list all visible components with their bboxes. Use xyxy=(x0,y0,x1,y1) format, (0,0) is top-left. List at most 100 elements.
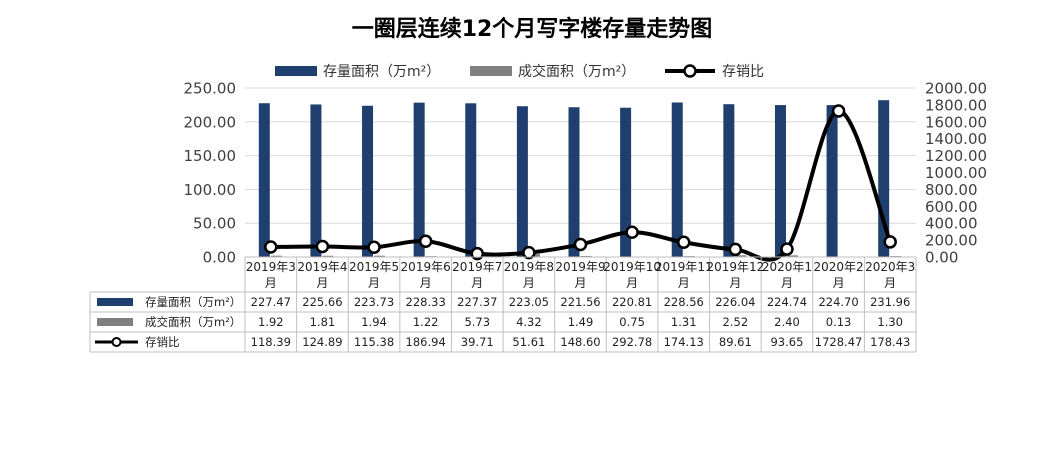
y-left-tick-label: 250.00 xyxy=(184,80,237,98)
table-cell: 1.49 xyxy=(568,315,594,329)
row-key-swatch xyxy=(97,298,133,306)
row-label: 存量面积（万m²） xyxy=(145,295,241,309)
category-label-9: 2019年11 月 xyxy=(655,260,713,290)
y-right-tick-label: 600.00 xyxy=(925,198,978,216)
table-cell: 292.78 xyxy=(612,335,652,349)
row-key-marker xyxy=(111,337,122,347)
y-left-tick-label: 50.00 xyxy=(193,215,236,233)
legend-swatch xyxy=(470,66,512,76)
y-right-tick-label: 2000.00 xyxy=(925,80,987,98)
y-left-tick-label: 200.00 xyxy=(184,113,237,131)
table-cell: 1.31 xyxy=(671,315,697,329)
table-cell: 223.05 xyxy=(509,295,549,309)
ratio-point-5 xyxy=(470,246,485,261)
category-label-12: 2020年2 月 xyxy=(813,260,863,290)
category-label-2: 2019年4 月 xyxy=(297,260,347,290)
table-cell: 224.74 xyxy=(767,295,807,309)
row-label: 成交面积（万m²） xyxy=(145,315,241,329)
category-label-11: 2020年1 月 xyxy=(762,260,812,290)
table-cell: 1.92 xyxy=(258,315,284,329)
table-cell: 0.75 xyxy=(619,315,645,329)
legend-label: 存销比 xyxy=(722,64,764,80)
ratio-point-4 xyxy=(418,234,433,248)
table-cell: 5.73 xyxy=(464,315,490,329)
category-label-3: 2019年5 月 xyxy=(349,260,399,290)
bars xyxy=(258,100,902,258)
bar-stock-3 xyxy=(362,105,374,258)
bar-stock-6 xyxy=(516,106,528,257)
category-label-5: 2019年7 月 xyxy=(452,260,502,290)
category-label-10: 2019年12 月 xyxy=(706,260,764,290)
table-cell: 221.56 xyxy=(560,295,600,309)
table-cell: 228.56 xyxy=(664,295,704,309)
y-left-tick-label: 100.00 xyxy=(184,181,237,199)
legend-marker xyxy=(683,64,697,78)
ratio-line xyxy=(264,104,897,262)
legend-label: 存量面积（万m²） xyxy=(323,64,440,80)
y-right-tick-label: 1400.00 xyxy=(925,130,987,148)
y-axis-right: 2000.001800.001600.001400.001200.001000.… xyxy=(925,80,987,267)
ratio-point-3 xyxy=(367,240,381,255)
chart-title: 一圈层连续12个月写字楼存量走势图 xyxy=(352,16,713,42)
table-cell: 1.30 xyxy=(877,315,903,329)
table-cell: 1728.47 xyxy=(815,335,863,349)
table-cell: 39.71 xyxy=(461,335,494,349)
table-cell: 1.81 xyxy=(310,315,336,329)
table-cell: 148.60 xyxy=(560,335,600,349)
row-label: 存销比 xyxy=(145,335,180,349)
ratio-point-11 xyxy=(780,242,794,256)
y-right-tick-label: 1200.00 xyxy=(925,147,987,165)
bar-stock-4 xyxy=(413,102,425,257)
table-cell: 227.37 xyxy=(457,295,497,309)
table-cell: 124.89 xyxy=(302,335,342,349)
table-row-1: 存量面积（万m²） 227.47 225.66 223.73 228.33 227.37 2… xyxy=(97,295,910,309)
table-cell: 228.33 xyxy=(406,295,446,309)
table-cell: 223.73 xyxy=(354,295,394,309)
table-cell: 226.04 xyxy=(715,295,755,309)
table-cell: 224.70 xyxy=(818,295,858,309)
table-cell: 0.13 xyxy=(826,315,852,329)
category-label-13: 2020年3 月 xyxy=(865,260,915,290)
y-axis-left: 250.00 200.00 150.00 100.00 50.00 0.00 xyxy=(184,80,237,267)
table-cell: 186.94 xyxy=(406,335,446,349)
table-cell: 93.65 xyxy=(770,335,803,349)
table-cell: 174.13 xyxy=(664,335,704,349)
category-label-7: 2019年9 月 xyxy=(555,260,605,290)
y-right-tick-label: 1600.00 xyxy=(925,113,987,131)
ratio-point-2 xyxy=(315,239,330,254)
table-cell: 4.32 xyxy=(516,315,542,329)
table-cell: 1.94 xyxy=(361,315,387,329)
bar-stock-8 xyxy=(620,107,632,257)
bar-sold-1 xyxy=(270,255,282,257)
bar-stock-5 xyxy=(465,103,477,257)
ratio-point-9 xyxy=(676,235,691,250)
legend: 存量面积（万m²） 成交面积（万m²） 存销比 xyxy=(275,63,764,80)
row-key-swatch xyxy=(97,318,133,326)
category-label-1: 2019年3 月 xyxy=(246,260,296,290)
category-label-4: 2019年6 月 xyxy=(401,260,451,290)
bar-stock-10 xyxy=(723,104,735,257)
y-right-tick-label: 0.00 xyxy=(925,249,958,267)
y-right-tick-label: 1000.00 xyxy=(925,164,987,182)
bar-sold-7 xyxy=(580,255,592,257)
table-cell: 2.40 xyxy=(774,315,800,329)
legend-item-1: 存量面积（万m²） xyxy=(275,64,440,80)
bar-sold-10 xyxy=(735,255,747,257)
legend-label: 成交面积（万m²） xyxy=(518,63,635,80)
table-cell: 118.39 xyxy=(251,335,291,349)
legend-item-3: 存销比 xyxy=(665,64,764,80)
table-cell: 231.96 xyxy=(870,295,910,309)
table-cell: 2.52 xyxy=(723,315,749,329)
gridlines xyxy=(245,87,916,258)
ratio-point-7 xyxy=(573,237,588,252)
table-cell: 115.38 xyxy=(354,335,394,349)
ratio-point-13 xyxy=(883,235,897,249)
table-cell: 89.61 xyxy=(719,335,752,349)
bar-stock-12 xyxy=(826,105,838,257)
bar-stock-9 xyxy=(671,102,683,257)
ratio-point-6 xyxy=(522,245,536,260)
table-cell: 227.47 xyxy=(251,295,291,309)
table-cell: 51.61 xyxy=(512,335,545,349)
y-right-tick-label: 800.00 xyxy=(925,181,978,199)
category-label-8: 2019年10 月 xyxy=(603,260,661,290)
